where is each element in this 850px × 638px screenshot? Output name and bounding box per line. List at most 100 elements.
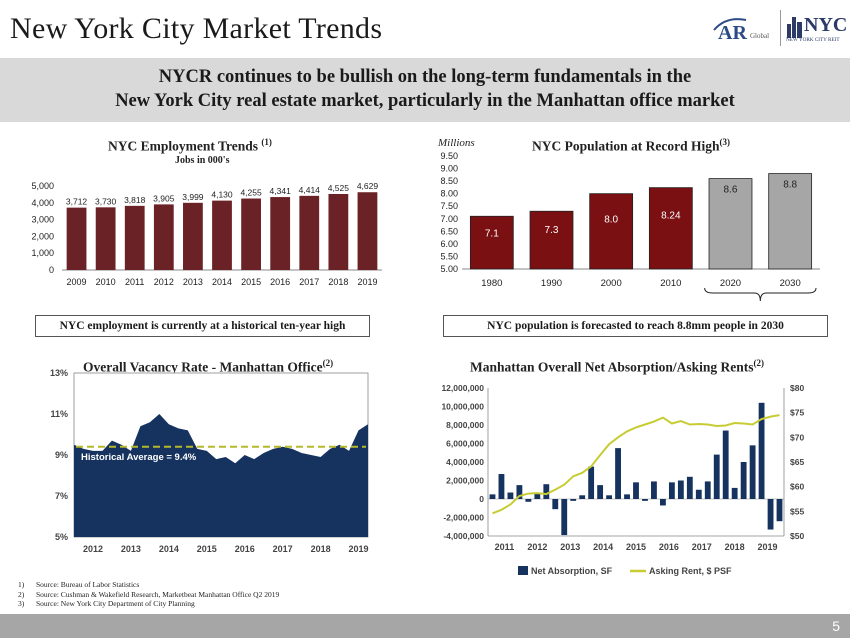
absorption-bar bbox=[731, 487, 738, 499]
absorption-bar bbox=[749, 445, 756, 499]
logo-global-text: Global bbox=[750, 32, 770, 40]
vacancy-y-tick: 5% bbox=[55, 532, 68, 542]
absorption-left-y-tick: 6,000,000 bbox=[446, 439, 484, 449]
vacancy-y-tick: 7% bbox=[55, 491, 68, 501]
population-x-tick: 1980 bbox=[481, 278, 502, 289]
employment-bar bbox=[241, 198, 261, 270]
vacancy-chart: 5% 7% 9% 11% 13% Historical Average = 9.4% 201… bbox=[50, 368, 369, 554]
employment-x-tick: 2011 bbox=[125, 277, 144, 287]
absorption-bar bbox=[498, 474, 505, 499]
absorption-bar bbox=[722, 430, 729, 499]
employment-data-label: 3,999 bbox=[182, 192, 204, 202]
absorption-bar bbox=[552, 499, 559, 510]
absorption-bar bbox=[686, 476, 693, 499]
absorption-bar bbox=[624, 494, 630, 499]
employment-y-tick: 4,000 bbox=[31, 198, 54, 208]
population-forecast-bar bbox=[768, 173, 813, 270]
population-x-tick: 2010 bbox=[660, 278, 681, 289]
absorption-bar bbox=[776, 499, 783, 522]
employment-callout: NYC employment is currently at a histori… bbox=[35, 315, 370, 337]
employment-title-sup: (1) bbox=[261, 137, 272, 147]
absorption-bar bbox=[579, 495, 586, 499]
population-data-label: 7.3 bbox=[545, 225, 559, 236]
absorption-bar bbox=[588, 466, 595, 499]
employment-y-tick: 5,000 bbox=[31, 181, 54, 191]
absorption-bar bbox=[525, 499, 532, 502]
vacancy-x-tick: 2018 bbox=[311, 544, 331, 554]
absorption-right-y-tick: $75 bbox=[790, 408, 804, 418]
vacancy-x-tick: 2013 bbox=[121, 544, 141, 554]
population-title-sup: (3) bbox=[719, 137, 731, 147]
employment-y-tick: 3,000 bbox=[31, 215, 54, 225]
employment-bar bbox=[270, 197, 291, 270]
vacancy-y-tick: 11% bbox=[50, 409, 68, 419]
employment-data-label: 4,414 bbox=[299, 185, 321, 195]
absorption-right-y-tick: $65 bbox=[790, 457, 804, 467]
population-bar bbox=[589, 193, 634, 270]
employment-data-label: 4,341 bbox=[270, 186, 292, 196]
population-x-tick: 2020 bbox=[720, 278, 741, 289]
employment-bar bbox=[66, 207, 87, 270]
population-title-text: NYC Population at Record High bbox=[532, 138, 720, 154]
logo-divider bbox=[780, 10, 781, 46]
vacancy-x-tick: 2015 bbox=[197, 544, 217, 554]
absorption-left-y-tick: 2,000,000 bbox=[446, 476, 484, 486]
vacancy-chart-title: Overall Vacancy Rate - Manhattan Office(… bbox=[83, 358, 333, 376]
employment-y-tick: 0 bbox=[49, 265, 54, 275]
absorption-bar bbox=[704, 481, 711, 499]
absorption-x-tick: 2018 bbox=[725, 542, 745, 552]
vacancy-y-tick: 9% bbox=[55, 450, 68, 460]
population-unit-label: Millions bbox=[438, 137, 475, 149]
employment-bar bbox=[95, 207, 116, 270]
employment-x-tick: 2017 bbox=[299, 277, 319, 287]
employment-x-tick: 2013 bbox=[183, 277, 203, 287]
employment-x-tick: 2012 bbox=[154, 277, 174, 287]
vacancy-average-label: Historical Average = 9.4% bbox=[81, 452, 197, 463]
forecast-bracket bbox=[704, 287, 817, 302]
absorption-bar bbox=[668, 482, 675, 499]
absorption-title-text: Manhattan Overall Net Absorption/Asking … bbox=[470, 359, 754, 375]
employment-data-label: 4,525 bbox=[328, 183, 350, 193]
skyline-icon bbox=[787, 17, 802, 38]
legend-rent-label: Asking Rent, $ PSF bbox=[649, 566, 732, 576]
employment-y-tick: 2,000 bbox=[31, 231, 54, 241]
footnote-2: 2) Source: Cushman & Wakefield Research, … bbox=[18, 589, 280, 599]
banner-line-1: NYCR continues to be bullish on the long… bbox=[158, 67, 692, 87]
vacancy-x-tick: 2017 bbox=[273, 544, 293, 554]
absorption-right-y-tick: $70 bbox=[790, 432, 804, 442]
employment-y-tick: 1,000 bbox=[31, 248, 54, 258]
vacancy-title-sup: (2) bbox=[322, 358, 334, 368]
employment-bar bbox=[183, 202, 203, 270]
absorption-right-y-tick: $80 bbox=[790, 383, 804, 393]
ar-global-logo: AR Global bbox=[712, 14, 772, 44]
employment-data-label: 3,712 bbox=[66, 197, 88, 207]
absorption-bar bbox=[651, 481, 657, 499]
employment-bar bbox=[153, 204, 174, 270]
population-chart: 5.00 5.50 6.00 6.50 7.00 7.50 8.00 8.50 9.00 9.50… bbox=[440, 151, 820, 302]
absorption-bar bbox=[642, 499, 648, 501]
population-y-tick: 8.50 bbox=[440, 176, 458, 186]
absorption-left-y-tick: 4,000,000 bbox=[446, 457, 484, 467]
absorption-x-tick: 2015 bbox=[626, 542, 646, 552]
employment-x-tick: 2015 bbox=[241, 277, 261, 287]
absorption-left-y-tick: 8,000,000 bbox=[446, 420, 484, 430]
employment-title-text: NYC Employment Trends bbox=[108, 138, 259, 154]
population-bar bbox=[648, 187, 693, 270]
absorption-bar bbox=[489, 494, 496, 499]
population-y-tick: 9.00 bbox=[440, 164, 458, 174]
employment-bar bbox=[212, 200, 232, 270]
population-bar bbox=[529, 210, 574, 270]
absorption-bar bbox=[758, 402, 765, 499]
logo-swoosh-icon bbox=[713, 18, 747, 31]
population-y-tick: 6.50 bbox=[440, 226, 458, 236]
logo-ar-text: AR bbox=[718, 22, 747, 44]
absorption-bar bbox=[677, 480, 684, 499]
legend-absorption-swatch bbox=[518, 566, 528, 575]
absorption-bar bbox=[615, 448, 621, 499]
employment-chart-title: NYC Employment Trends (1) bbox=[108, 137, 272, 155]
absorption-right-y-tick: $55 bbox=[790, 506, 804, 516]
footnotes: 1) Source: Bureau of Labor Statistics 2) S… bbox=[18, 580, 279, 609]
absorption-left-y-tick: 0 bbox=[479, 494, 484, 504]
employment-x-tick: 2019 bbox=[357, 277, 377, 287]
footnote-1: 1) Source: Bureau of Labor Statistics bbox=[18, 580, 140, 589]
